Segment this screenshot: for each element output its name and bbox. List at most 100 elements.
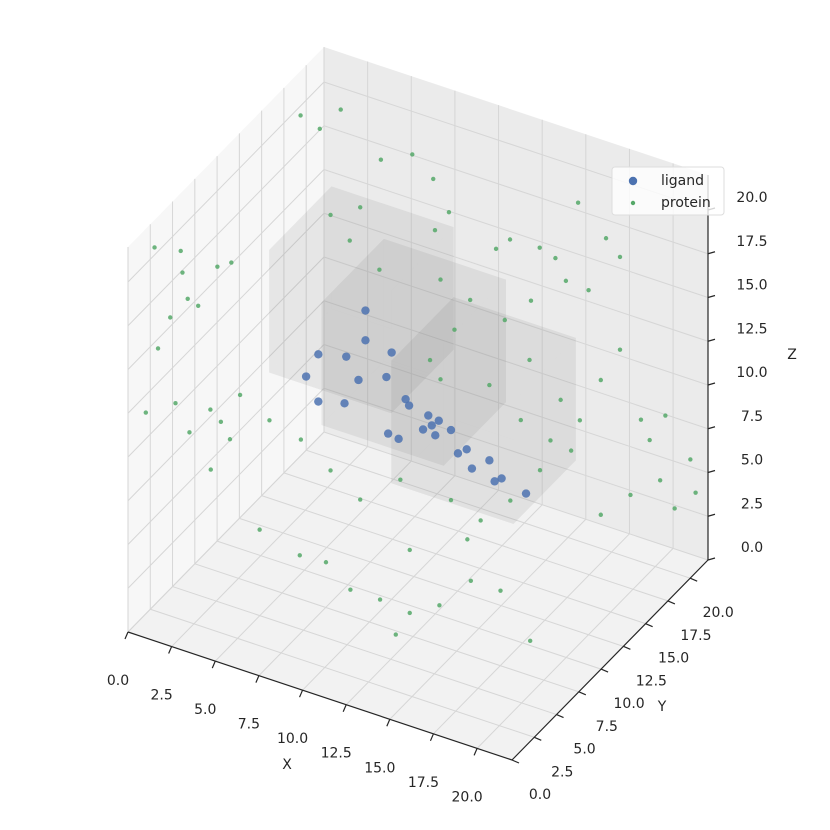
point xyxy=(227,437,233,442)
grid-line xyxy=(127,256,325,458)
tick-mark xyxy=(707,294,716,299)
x-tick-label: 10.0 xyxy=(277,731,308,747)
x-tick-label: 2.5 xyxy=(151,688,173,704)
point xyxy=(328,212,333,218)
x-axis-line xyxy=(127,631,513,761)
z-tick-label: 5.0 xyxy=(741,453,763,469)
tick-mark xyxy=(578,691,587,696)
grid-line xyxy=(433,533,630,735)
y-tick-label: 5.0 xyxy=(573,742,595,758)
grid-line xyxy=(127,169,325,370)
point xyxy=(548,438,553,443)
box-face xyxy=(391,419,576,524)
grid-line xyxy=(389,518,587,720)
legend-frame xyxy=(611,166,725,216)
point xyxy=(598,377,603,383)
point xyxy=(508,498,513,503)
tick-mark xyxy=(124,631,129,640)
point xyxy=(518,417,523,423)
grid-line xyxy=(323,431,709,561)
point xyxy=(638,417,644,422)
point xyxy=(229,260,234,265)
box-face xyxy=(269,250,392,414)
grid-line xyxy=(345,504,543,706)
point xyxy=(314,350,323,359)
grid-line xyxy=(283,472,669,602)
tick-mark xyxy=(473,748,478,756)
point xyxy=(377,597,383,602)
point xyxy=(361,336,370,345)
point xyxy=(297,553,302,558)
point xyxy=(180,270,185,275)
point xyxy=(418,425,428,434)
box-face xyxy=(321,238,506,344)
grid-line xyxy=(302,489,499,691)
tick-mark xyxy=(298,689,304,698)
point xyxy=(340,399,349,408)
z-tick-label: 12.5 xyxy=(736,321,767,337)
grid-line xyxy=(127,344,325,545)
box-face xyxy=(443,279,506,466)
point xyxy=(453,449,463,458)
grid-line xyxy=(476,548,674,749)
point xyxy=(143,410,149,415)
x-axis-label: X xyxy=(282,757,292,773)
x-tick-label: 5.0 xyxy=(194,702,216,718)
point xyxy=(152,245,157,250)
point xyxy=(598,512,603,517)
point xyxy=(688,457,693,462)
x-tick-label: 20.0 xyxy=(452,789,483,805)
box-face xyxy=(391,227,454,414)
tick-mark xyxy=(386,719,391,727)
point xyxy=(410,152,415,157)
grid-line xyxy=(216,540,602,670)
y-tick-label: 0.0 xyxy=(529,787,551,803)
point xyxy=(267,418,272,423)
tick-mark xyxy=(211,660,216,669)
grid-line xyxy=(306,449,691,579)
point xyxy=(338,107,343,112)
box-face xyxy=(391,360,514,524)
tick-mark xyxy=(689,577,698,582)
point xyxy=(448,497,454,503)
legend-label: protein xyxy=(661,195,711,211)
point xyxy=(478,518,483,523)
point xyxy=(603,236,609,241)
point xyxy=(617,347,623,352)
grid-line xyxy=(127,300,325,502)
point xyxy=(647,437,652,443)
point xyxy=(298,113,303,118)
tick-mark xyxy=(623,645,631,650)
x-tick-label: 7.5 xyxy=(238,717,260,733)
tick-mark xyxy=(707,382,716,386)
y-tick-label: 15.0 xyxy=(658,651,689,667)
point xyxy=(521,489,531,498)
box-face xyxy=(453,297,576,461)
point xyxy=(553,255,558,261)
grid-line xyxy=(258,475,456,676)
point xyxy=(398,477,403,482)
point xyxy=(393,632,398,637)
legend-marker xyxy=(630,200,636,206)
point xyxy=(465,537,470,542)
point xyxy=(208,407,213,412)
point xyxy=(218,419,224,425)
grid-line xyxy=(261,495,646,625)
point xyxy=(155,346,161,351)
z-tick-label: 17.5 xyxy=(736,234,767,250)
y-tick-label: 7.5 xyxy=(596,719,618,735)
floor-pane xyxy=(128,432,708,760)
point xyxy=(173,401,178,406)
point xyxy=(575,200,581,205)
grid-line xyxy=(323,212,709,342)
point xyxy=(586,287,591,293)
point xyxy=(527,638,533,644)
legend: ligand protein xyxy=(611,166,725,216)
box-face xyxy=(321,302,444,466)
point xyxy=(314,397,323,406)
box-face xyxy=(391,297,576,402)
point xyxy=(361,306,370,315)
point xyxy=(208,467,213,472)
left-pane xyxy=(128,47,324,632)
point xyxy=(502,317,507,323)
